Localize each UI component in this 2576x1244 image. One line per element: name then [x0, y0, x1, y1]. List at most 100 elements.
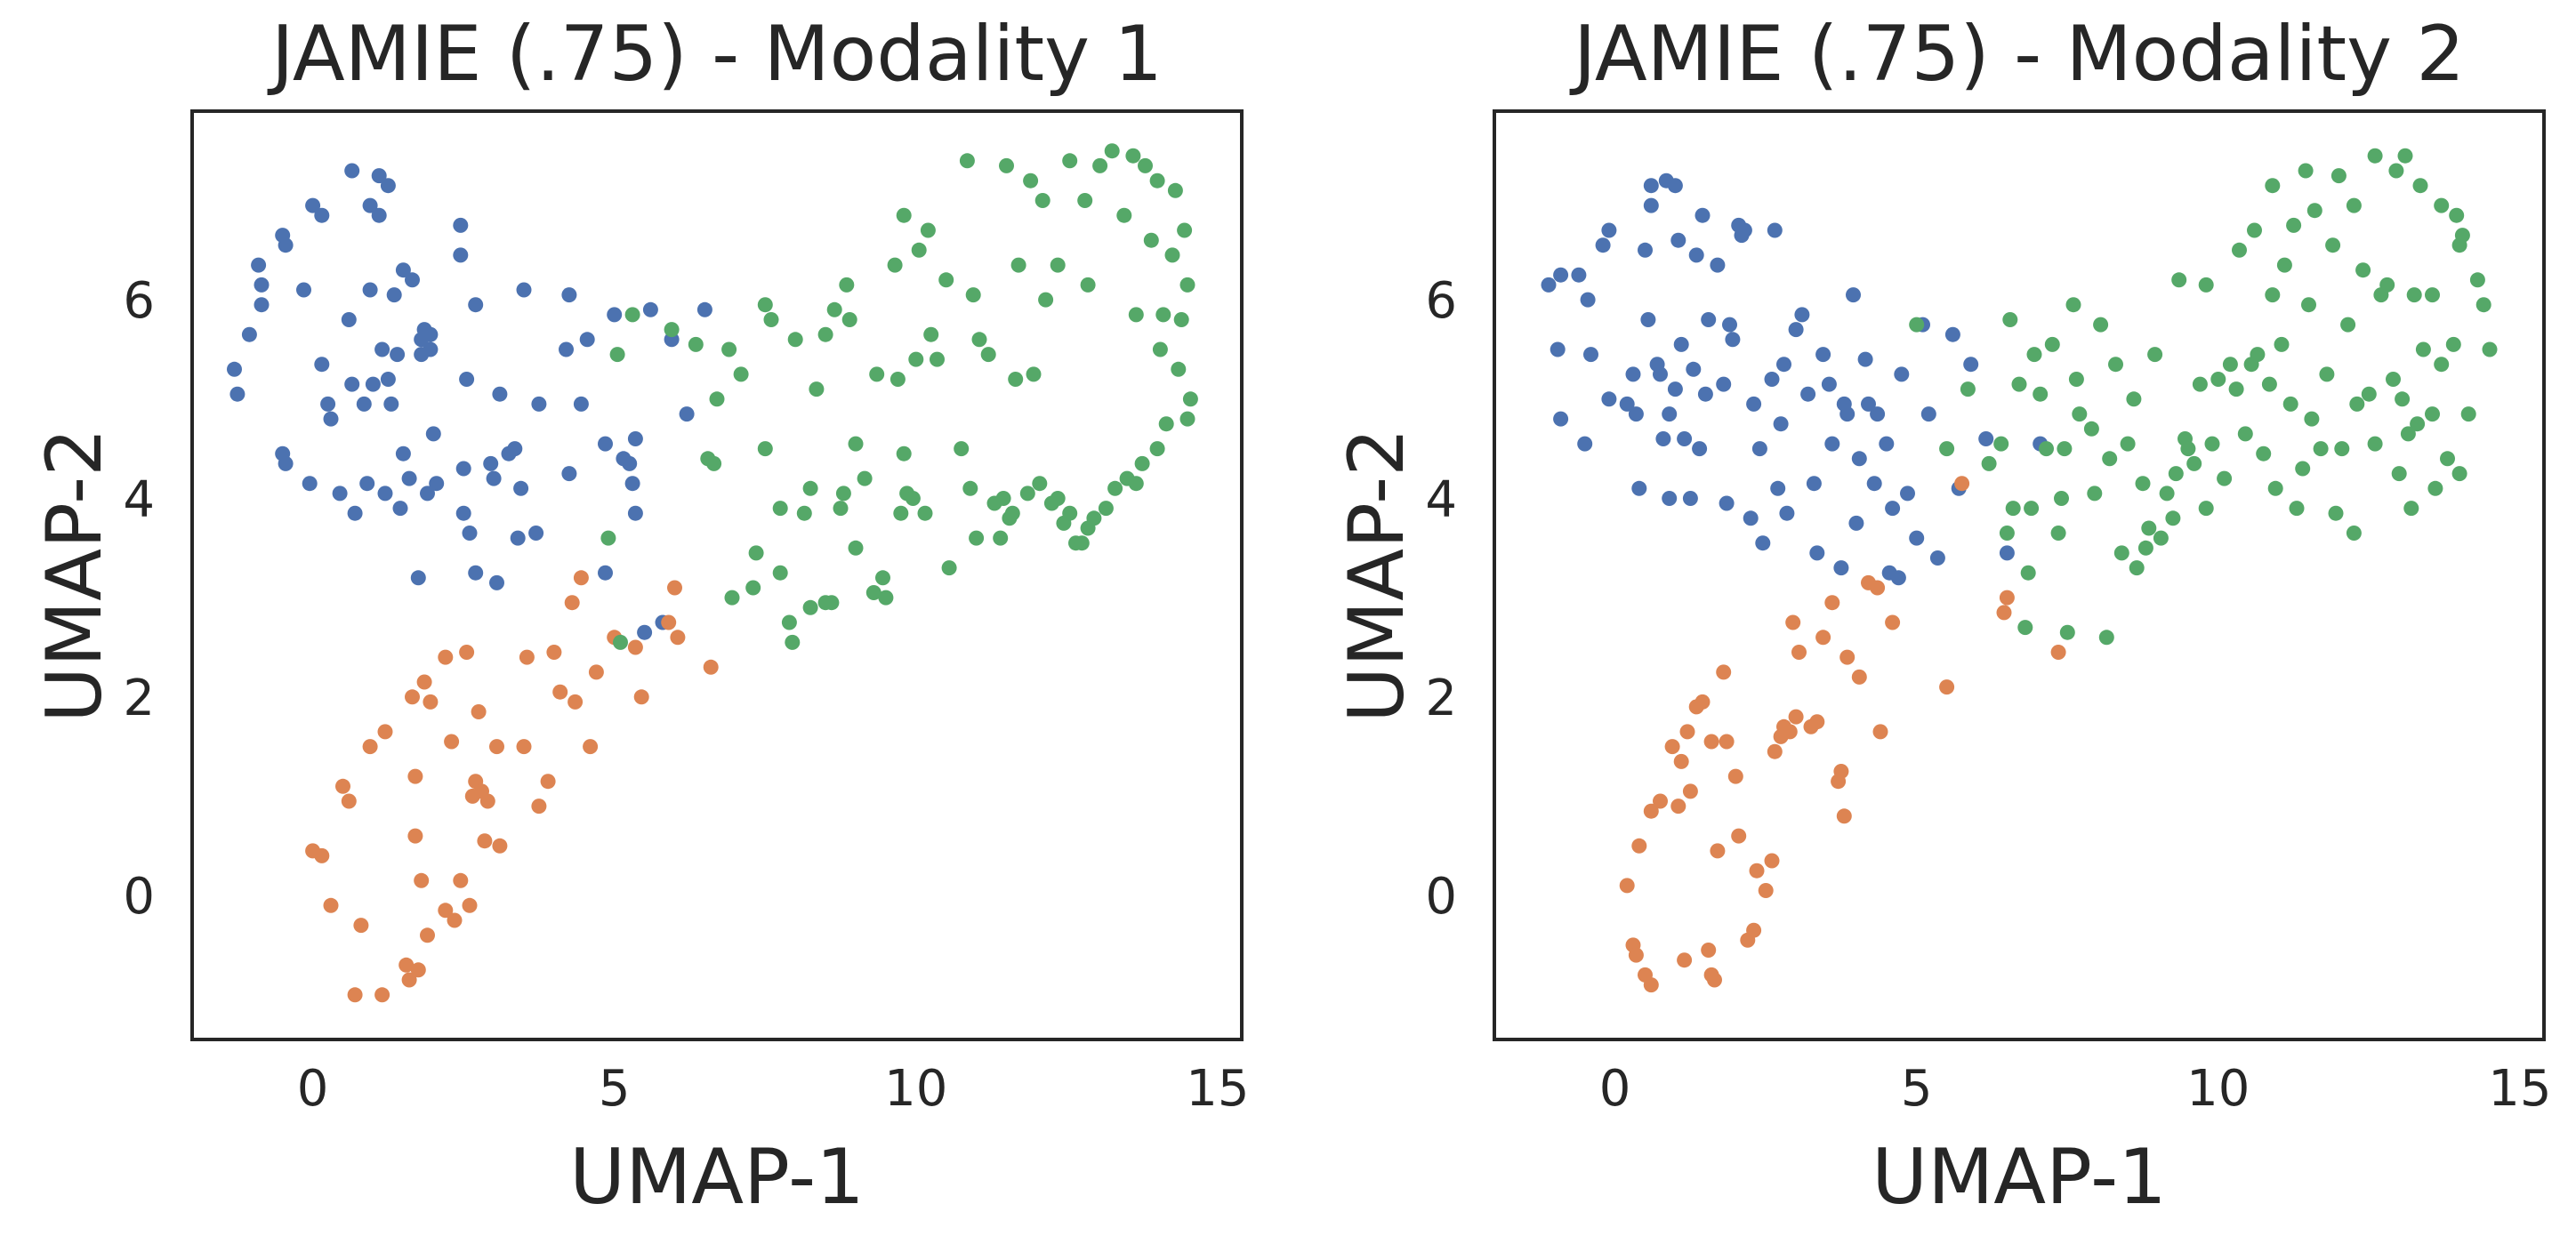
- scatter-point-blue-cluster: [492, 386, 508, 402]
- tick-layer: 0 5 10 15 0 2 4 6: [1425, 272, 2551, 1118]
- scatter-point-orange-cluster: [353, 918, 369, 934]
- scatter-point-blue-cluster: [390, 347, 406, 363]
- scatter-point-orange-cluster: [347, 987, 363, 1003]
- scatter-point-blue-cluster: [1716, 376, 1732, 392]
- x-tick-label: 15: [2488, 1060, 2551, 1118]
- scatter-point-orange-cluster: [410, 962, 426, 978]
- scatter-point-green-cluster: [809, 381, 825, 397]
- scatter-point-blue-cluster: [305, 197, 321, 213]
- scatter-point-green-cluster: [2274, 336, 2290, 352]
- scatter-point-green-cluster: [1125, 148, 1141, 164]
- scatter-point-green-cluster: [893, 505, 909, 521]
- scatter-point-blue-cluster: [1725, 332, 1741, 348]
- scatter-point-blue-cluster: [1821, 376, 1837, 392]
- scatter-point-blue-cluster: [1743, 510, 1759, 526]
- scatter-point-blue-cluster: [1662, 491, 1678, 506]
- scatter-point-green-cluster: [2295, 461, 2311, 477]
- scatter-point-green-cluster: [2355, 262, 2371, 278]
- scatter-point-orange-cluster: [462, 897, 478, 913]
- x-tick-label: 5: [599, 1060, 631, 1118]
- scatter-point-green-cluster: [1050, 491, 1066, 506]
- scatter-point-orange-cluster: [546, 645, 562, 660]
- scatter-point-orange-cluster: [314, 847, 330, 863]
- scatter-point-blue-cluster: [579, 332, 595, 348]
- scatter-point-green-cluster: [2083, 421, 2099, 437]
- scatter-point-orange-cluster: [362, 739, 378, 755]
- scatter-point-blue-cluster: [1643, 178, 1659, 194]
- scatter-point-blue-cluster: [1667, 381, 1683, 397]
- scatter-point-green-cluster: [995, 491, 1011, 506]
- scatter-point-orange-cluster: [1727, 768, 1743, 784]
- scatter-point-blue-cluster: [344, 376, 360, 392]
- scatter-point-blue-cluster: [1688, 247, 1704, 263]
- scatter-point-green-cluster: [1098, 501, 1114, 517]
- scatter-point-orange-cluster: [1619, 878, 1635, 894]
- x-axis-label: UMAP-1: [1872, 1133, 2167, 1222]
- scatter-point-green-cluster: [896, 445, 912, 461]
- scatter-point-orange-cluster: [552, 684, 568, 700]
- scatter-point-blue-cluster: [1773, 416, 1789, 432]
- scatter-point-green-cluster: [787, 332, 803, 348]
- scatter-point-green-cluster: [817, 326, 833, 342]
- scatter-point-blue-cluster: [1857, 351, 1873, 367]
- scatter-point-green-cluster: [1026, 366, 1042, 382]
- y-tick-label: 0: [123, 868, 155, 926]
- scatter-point-orange-cluster: [1746, 922, 1762, 938]
- scatter-point-blue-cluster: [1736, 222, 1752, 238]
- scatter-point-blue-cluster: [1601, 222, 1617, 238]
- scatter-point-blue-cluster: [1746, 396, 1762, 412]
- scatter-point-green-cluster: [2434, 197, 2450, 213]
- scatter-point-blue-cluster: [1963, 357, 1979, 373]
- scatter-point-green-cluster: [2192, 376, 2208, 392]
- scatter-point-green-cluster: [2198, 277, 2214, 293]
- scatter-point-orange-cluster: [477, 833, 493, 849]
- scatter-point-blue-cluster: [1667, 178, 1683, 194]
- scatter-point-orange-cluster: [1719, 734, 1735, 750]
- scatter-point-blue-cluster: [347, 505, 363, 521]
- scatter-point-orange-cluster: [420, 927, 435, 943]
- scatter-point-green-cluster: [2113, 545, 2129, 561]
- scatter-point-green-cluster: [2289, 501, 2305, 517]
- scatter-point-green-cluster: [2469, 272, 2485, 288]
- scatter-point-green-cluster: [1152, 341, 1168, 357]
- scatter-point-orange-cluster: [2050, 645, 2066, 660]
- scatter-point-green-cluster: [923, 326, 939, 342]
- x-tick-label: 10: [2186, 1060, 2250, 1118]
- scatter-point-blue-cluster: [371, 168, 387, 184]
- scatter-point-blue-cluster: [362, 282, 378, 298]
- scatter-point-green-cluster: [2415, 341, 2431, 357]
- scatter-point-green-cluster: [2265, 178, 2281, 194]
- scatter-point-blue-cluster: [1764, 372, 1780, 387]
- scatter-point-blue-cluster: [395, 262, 411, 278]
- scatter-point-orange-cluster: [516, 739, 532, 755]
- scatter-point-green-cluster: [2168, 466, 2184, 482]
- scatter-point-green-cluster: [2349, 396, 2365, 412]
- scatter-point-orange-cluster: [627, 639, 643, 655]
- scatter-point-green-cluster: [1074, 535, 1090, 551]
- scatter-point-green-cluster: [2412, 178, 2428, 194]
- scatter-point-blue-cluster: [1653, 366, 1668, 382]
- scatter-point-green-cluster: [2267, 480, 2283, 496]
- scatter-point-blue-cluster: [296, 282, 311, 298]
- scatter-point-green-cluster: [763, 312, 779, 327]
- scatter-point-green-cluster: [2232, 242, 2247, 258]
- scatter-point-green-cluster: [796, 505, 812, 521]
- scatter-point-green-cluster: [2228, 381, 2244, 397]
- scatter-point-green-cluster: [664, 322, 680, 338]
- scatter-point-green-cluster: [1171, 361, 1187, 377]
- scatter-point-blue-cluster: [1673, 336, 1689, 352]
- scatter-point-blue-cluster: [468, 297, 484, 313]
- scatter-point-green-cluster: [2445, 336, 2461, 352]
- scatter-point-green-cluster: [2400, 426, 2416, 442]
- scatter-point-blue-cluster: [1751, 441, 1767, 457]
- scatter-point-blue-cluster: [627, 431, 643, 446]
- scatter-point-green-cluster: [2313, 441, 2329, 457]
- scatter-point-green-cluster: [624, 307, 640, 323]
- scatter-point-green-cluster: [2298, 163, 2314, 179]
- scatter-point-green-cluster: [920, 222, 936, 238]
- scatter-point-green-cluster: [2427, 480, 2443, 496]
- scatter-point-green-cluster: [941, 560, 957, 576]
- scatter-point-orange-cluster: [1707, 972, 1722, 988]
- scatter-point-blue-cluster: [1682, 491, 1698, 506]
- scatter-point-green-cluster: [2367, 436, 2383, 452]
